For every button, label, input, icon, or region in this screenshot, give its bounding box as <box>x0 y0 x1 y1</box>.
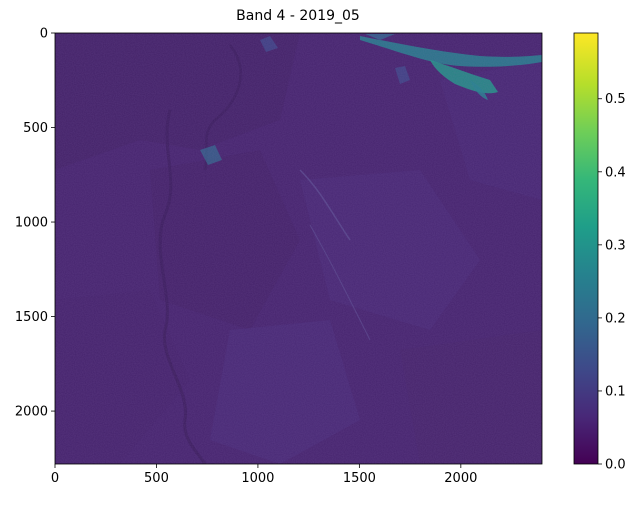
y-tick-label: 2000 <box>15 405 48 420</box>
colorbar-tick-label: 0.2 <box>605 311 626 326</box>
y-tick-label: 1500 <box>15 310 48 325</box>
y-tick-label: 500 <box>23 121 48 136</box>
colorbar-tick-label: 0.0 <box>605 458 626 473</box>
x-axis: 0 500 1000 1500 2000 <box>51 464 477 486</box>
y-tick-label: 0 <box>40 27 48 42</box>
colorbar <box>574 33 598 464</box>
x-tick-label: 0 <box>51 471 59 486</box>
chart-title: Band 4 - 2019_05 <box>236 8 360 24</box>
x-tick-label: 1000 <box>241 471 274 486</box>
x-tick-label: 2000 <box>444 471 477 486</box>
heatmap-image <box>55 33 542 464</box>
heatmap-texture <box>55 33 542 464</box>
y-tick-label: 1000 <box>15 216 48 231</box>
colorbar-frame <box>573 32 599 465</box>
x-tick-label: 500 <box>144 471 169 486</box>
colorbar-tick-label: 0.4 <box>605 165 626 180</box>
colorbar-tick-label: 0.3 <box>605 238 626 253</box>
colorbar-axis: 0.0 0.1 0.2 0.3 0.4 0.5 <box>598 92 626 473</box>
plot-frame <box>54 32 543 465</box>
x-tick-label: 1500 <box>343 471 376 486</box>
colorbar-tick-label: 0.5 <box>605 92 626 107</box>
colorbar-tick-label: 0.1 <box>605 384 626 399</box>
y-axis: 0 500 1000 1500 2000 <box>15 27 55 420</box>
